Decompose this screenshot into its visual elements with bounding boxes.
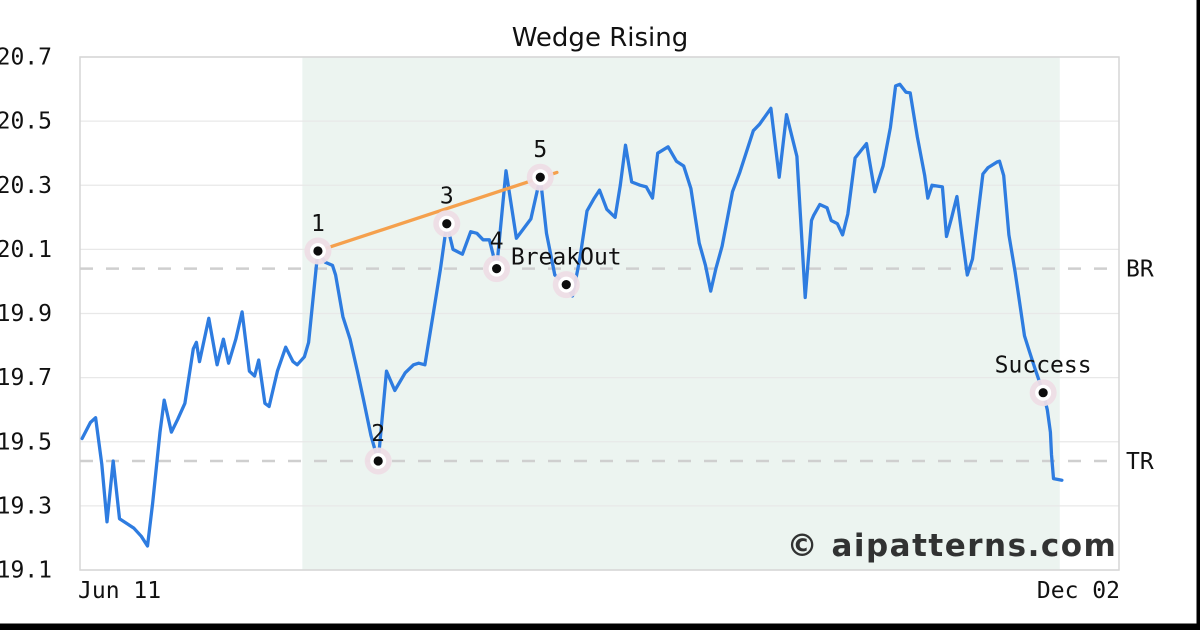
x-tick-label-start: Jun 11	[78, 578, 161, 604]
y-tick-label: 19.3	[0, 493, 52, 519]
level-lines-group: BR TR	[80, 257, 1154, 475]
marker-label-5: 5	[533, 137, 547, 163]
y-tick-label: 19.7	[0, 365, 52, 391]
y-tick-label: 20.1	[0, 237, 52, 263]
level-label-br: BR	[1126, 257, 1154, 283]
marker-label-1: 1	[311, 211, 325, 237]
marker-dot	[373, 456, 383, 466]
marker-label-success: Success	[995, 353, 1092, 379]
marker-label-3: 3	[440, 184, 454, 210]
y-tick-label: 19.5	[0, 429, 52, 455]
price-line	[80, 82, 1064, 548]
marker-dot	[535, 172, 545, 182]
y-tick-label: 19.1	[0, 558, 52, 584]
trend-line	[316, 170, 559, 253]
marker-dot	[442, 219, 452, 229]
y-tick-label: 20.7	[0, 45, 52, 71]
x-tick-label-end: Dec 02	[1037, 578, 1120, 604]
marker-label-4: 4	[490, 229, 504, 255]
marker-label-breakout: BreakOut	[511, 245, 622, 271]
trendline-group	[316, 170, 559, 253]
y-tick-label: 19.9	[0, 301, 52, 327]
chart-title: Wedge Rising	[512, 23, 689, 53]
plot-spines	[79, 56, 1120, 571]
y-tick-label: 20.3	[0, 173, 52, 199]
pattern-markers-group: 1 2 3 4 5 BreakOut Success	[304, 137, 1092, 475]
marker-dot	[492, 264, 502, 274]
marker-label-2: 2	[371, 421, 385, 447]
bottom-frame-bar	[0, 623, 1200, 630]
level-label-tr: TR	[1126, 449, 1154, 475]
watermark: © aipatterns.com	[787, 528, 1118, 564]
y-tick-label: 20.5	[0, 109, 52, 135]
marker-dot	[561, 280, 571, 290]
marker-dot	[1038, 388, 1048, 398]
price-series-group	[80, 82, 1064, 548]
right-frame-bar	[1196, 0, 1200, 630]
marker-dot	[313, 246, 323, 256]
